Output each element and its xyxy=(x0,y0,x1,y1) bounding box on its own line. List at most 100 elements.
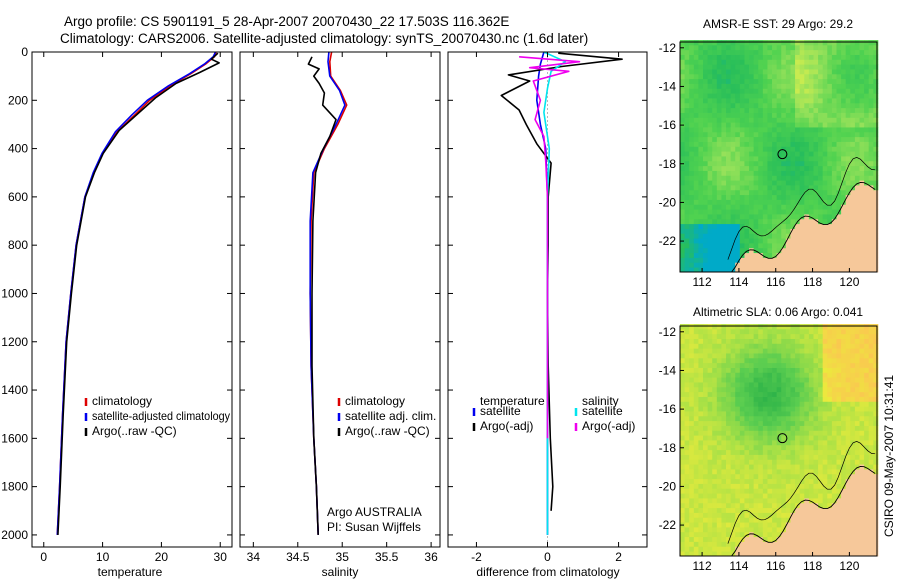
map-cell xyxy=(712,218,718,225)
map-cell xyxy=(707,507,713,513)
map-cell xyxy=(836,78,842,84)
map-cell xyxy=(845,73,851,80)
map-cell xyxy=(781,546,787,552)
map-cell xyxy=(703,425,709,431)
map-cell xyxy=(841,98,847,104)
map-cell xyxy=(831,430,837,436)
map-cell xyxy=(854,64,860,70)
map-cell xyxy=(795,64,801,70)
map-cell xyxy=(735,324,741,330)
map-cell xyxy=(795,488,801,494)
map-cell xyxy=(841,522,847,528)
map-cell xyxy=(716,391,722,397)
map-cell xyxy=(804,454,810,460)
map-cell xyxy=(776,243,782,249)
map-cell xyxy=(795,223,801,229)
map-cell xyxy=(790,517,796,523)
map-cell xyxy=(818,59,824,65)
map-cell xyxy=(808,420,814,426)
map-cell xyxy=(854,78,860,84)
map-cell xyxy=(859,415,865,422)
map-cell xyxy=(735,93,741,99)
map-cell xyxy=(850,541,856,547)
map-cell xyxy=(804,69,810,75)
map-cell xyxy=(721,73,727,80)
map-cell xyxy=(804,507,810,513)
map-cell xyxy=(767,536,773,542)
map-cell xyxy=(813,372,819,378)
map-cell xyxy=(854,328,860,335)
map-cell xyxy=(841,127,847,133)
map-cell xyxy=(762,333,768,339)
map-cell xyxy=(730,102,736,109)
legend-label: Argo(-adj) xyxy=(480,419,533,433)
map-cell xyxy=(703,180,709,186)
map-cell xyxy=(845,98,851,104)
map-cell xyxy=(790,243,796,249)
map-cell xyxy=(693,425,699,431)
map-cell xyxy=(716,469,722,475)
map-cell xyxy=(684,218,690,225)
map-cell xyxy=(716,189,722,196)
map-cell xyxy=(721,473,727,480)
map-cell xyxy=(703,165,709,171)
map-cell xyxy=(808,502,814,509)
map-cell xyxy=(850,425,856,431)
map-cell xyxy=(808,551,814,557)
map-cell xyxy=(831,223,837,229)
map-cell xyxy=(831,107,837,113)
map-cell xyxy=(831,54,837,60)
map-cell xyxy=(827,464,833,470)
map-cell xyxy=(781,102,787,109)
map-cell xyxy=(859,204,865,210)
map-cell xyxy=(795,54,801,60)
map-cell xyxy=(762,430,768,436)
map-cell xyxy=(850,449,856,455)
map-cell xyxy=(859,420,865,426)
map-cell xyxy=(730,411,736,417)
map-cell xyxy=(684,324,690,330)
map-cell xyxy=(749,233,755,239)
map-cell xyxy=(795,267,801,273)
map-cell xyxy=(744,333,750,339)
map-cell xyxy=(854,185,860,191)
map-cell xyxy=(712,40,718,46)
map-cell xyxy=(836,454,842,460)
map-cell xyxy=(698,107,704,113)
map-cell xyxy=(772,73,778,80)
map-cell xyxy=(684,512,690,518)
map-cell xyxy=(868,541,874,547)
map-cell xyxy=(721,160,727,167)
map-cell xyxy=(749,488,755,494)
map-cell xyxy=(735,536,741,542)
map-cell xyxy=(707,228,713,234)
map-cell xyxy=(827,204,833,210)
map-cell xyxy=(845,160,851,167)
map-cell xyxy=(749,473,755,480)
map-cell xyxy=(841,386,847,393)
map-cell xyxy=(850,252,856,258)
map-cell xyxy=(693,223,699,229)
map-cell xyxy=(693,151,699,157)
map-cell xyxy=(808,435,814,441)
map-cell xyxy=(790,546,796,552)
map-cell xyxy=(772,165,778,171)
map-cell xyxy=(808,83,814,89)
map-cell xyxy=(744,353,750,359)
map-cell xyxy=(693,102,699,109)
map-cell xyxy=(804,73,810,80)
map-cell xyxy=(767,185,773,191)
map-cell xyxy=(680,257,685,263)
map-cell xyxy=(716,382,722,388)
map-cell xyxy=(684,228,690,234)
map-cell xyxy=(772,214,778,220)
map-cell xyxy=(813,324,819,330)
map-cell xyxy=(684,382,690,388)
map-cell xyxy=(795,98,801,104)
map-cell xyxy=(721,391,727,397)
map-cell xyxy=(726,430,732,436)
map-cell xyxy=(827,546,833,552)
map-cell xyxy=(698,551,704,557)
map-cell xyxy=(845,483,851,489)
map-cell xyxy=(808,136,814,142)
